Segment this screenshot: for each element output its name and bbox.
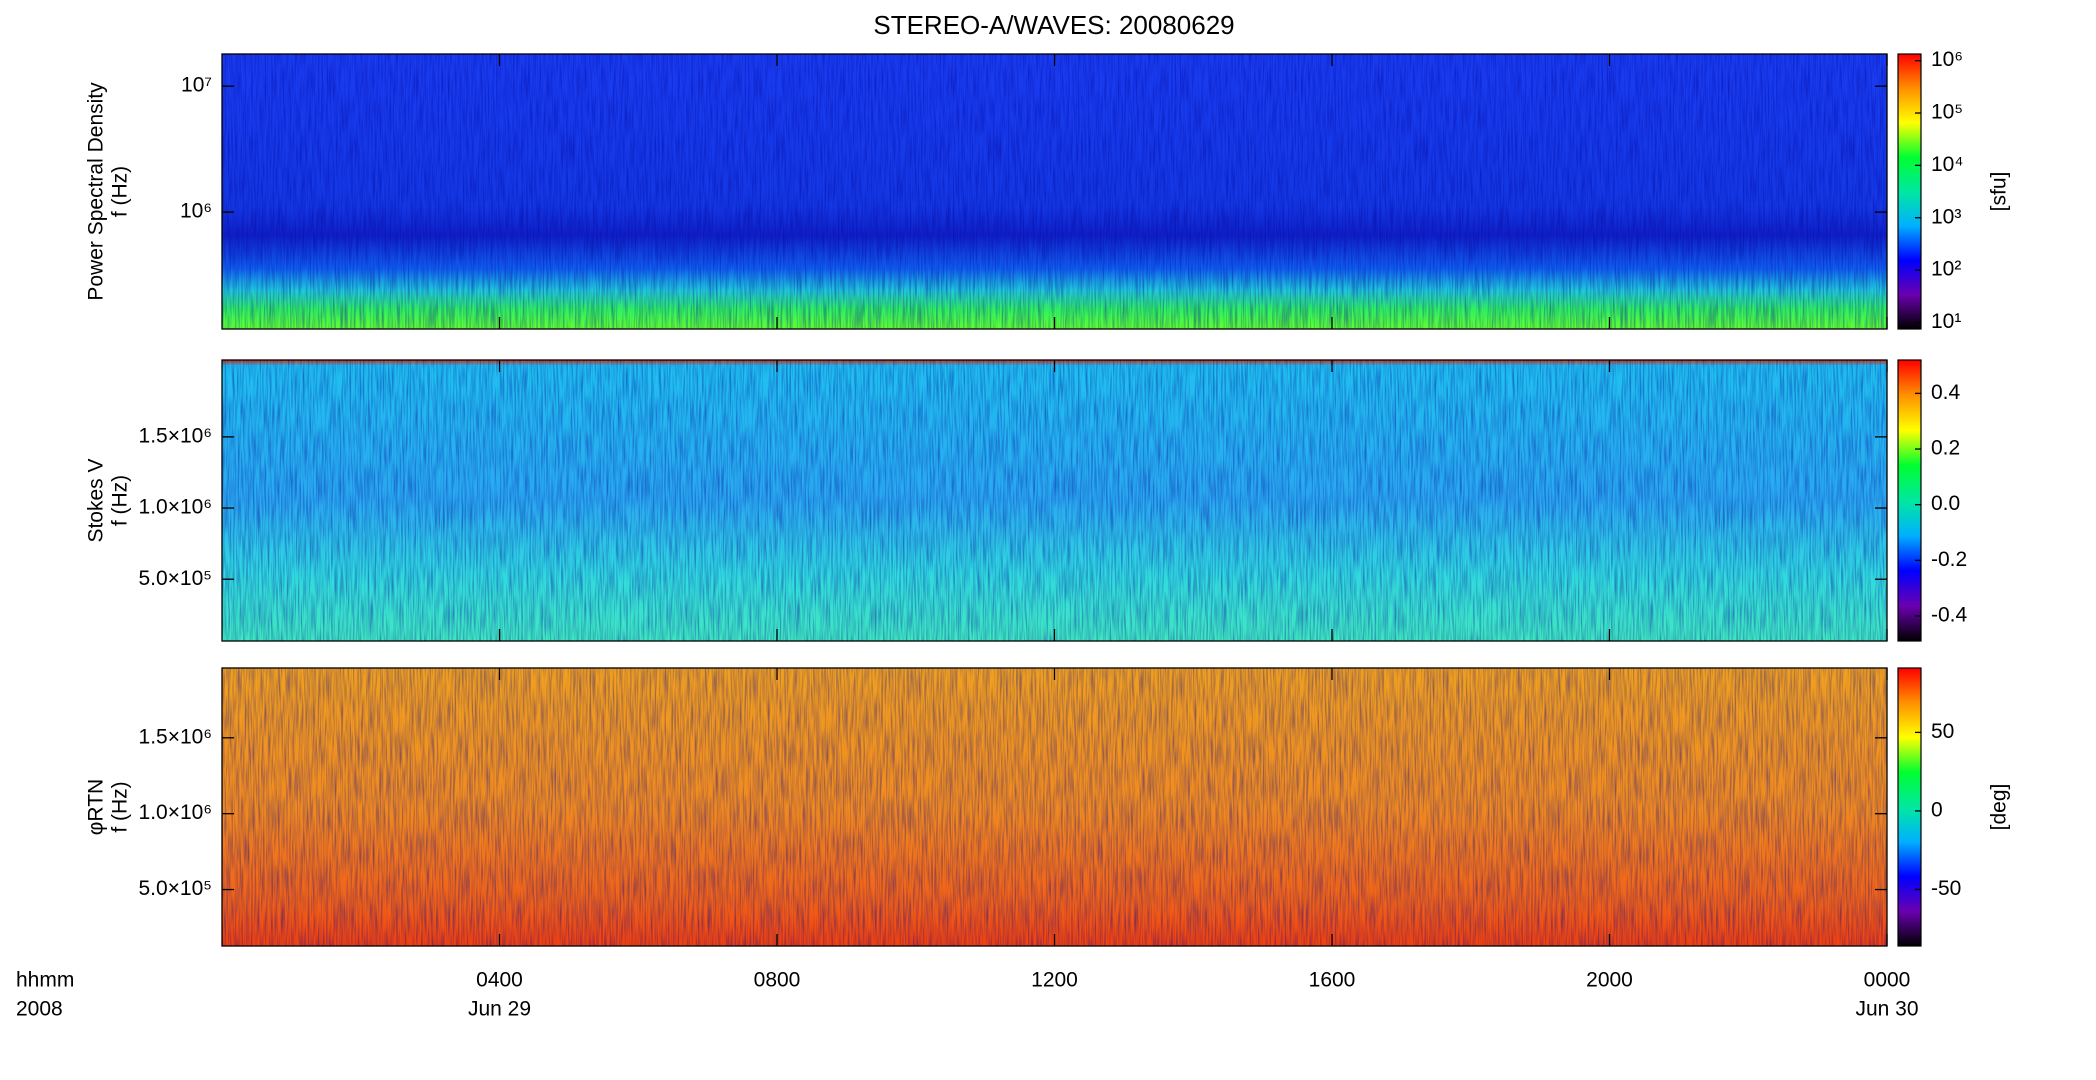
spectrogram-texture xyxy=(222,54,1887,329)
y-axis-label: Power Spectral Density xyxy=(85,82,108,301)
colorbar-tick-label: 50 xyxy=(1931,720,1954,743)
y-tick-label: 5.0×10⁵ xyxy=(138,877,212,900)
colorbar-tick-label: 10³ xyxy=(1931,205,1961,228)
x-tick-label: 0000 xyxy=(1864,969,1911,992)
colorbar-tick-label: 0 xyxy=(1931,798,1943,821)
y-axis-label: f (Hz) xyxy=(109,475,132,526)
colorbar-tick-label: -0.2 xyxy=(1931,548,1967,571)
colorbar-tick-label: 10² xyxy=(1931,258,1961,281)
y-tick-label: 1.0×10⁶ xyxy=(139,801,212,824)
colorbar-tick-label: -0.4 xyxy=(1931,604,1968,627)
colorbar-tick-label: 10⁵ xyxy=(1931,101,1963,124)
spectrogram-texture xyxy=(222,360,1887,641)
x-axis-label: hhmm xyxy=(16,969,74,992)
colorbar-tick-label: 10¹ xyxy=(1931,310,1961,333)
x-tick-label: 1200 xyxy=(1031,969,1078,992)
colorbar xyxy=(1897,667,1922,947)
y-tick-label: 10⁶ xyxy=(180,200,212,223)
y-axis-label: Stokes V xyxy=(85,458,108,542)
x-date-label: Jun 30 xyxy=(1855,998,1918,1021)
x-tick-label: 0400 xyxy=(476,969,523,992)
colorbar-label: [deg] xyxy=(1988,784,2011,831)
y-axis-label: φRTN xyxy=(85,779,108,835)
colorbar-tick-label: 0.2 xyxy=(1931,437,1960,460)
y-tick-label: 1.5×10⁶ xyxy=(139,725,212,748)
chart-title: STEREO-A/WAVES: 20080629 xyxy=(873,10,1234,40)
colorbar-tick-label: -50 xyxy=(1931,877,1961,900)
y-axis-label: f (Hz) xyxy=(109,166,132,217)
y-axis-label: f (Hz) xyxy=(109,781,132,832)
colorbar xyxy=(1897,359,1922,642)
x-tick-label: 0800 xyxy=(754,969,801,992)
x-tick-label: 2000 xyxy=(1586,969,1633,992)
y-tick-label: 5.0×10⁵ xyxy=(138,567,212,590)
colorbar-tick-label: 0.0 xyxy=(1931,492,1960,515)
colorbar xyxy=(1897,53,1922,330)
y-tick-label: 1.5×10⁶ xyxy=(139,424,212,447)
y-tick-label: 1.0×10⁶ xyxy=(139,496,212,519)
x-date-label: Jun 29 xyxy=(468,998,531,1021)
spectrogram-texture xyxy=(222,668,1887,946)
y-tick-label: 10⁷ xyxy=(181,74,212,97)
colorbar-tick-label: 10⁴ xyxy=(1931,153,1963,176)
colorbar-tick-label: 0.4 xyxy=(1931,381,1961,404)
x-tick-label: 1600 xyxy=(1309,969,1356,992)
colorbar-label: [sfu] xyxy=(1988,172,2011,212)
colorbar-tick-label: 10⁶ xyxy=(1931,48,1963,71)
x-axis-label: 2008 xyxy=(16,998,63,1021)
